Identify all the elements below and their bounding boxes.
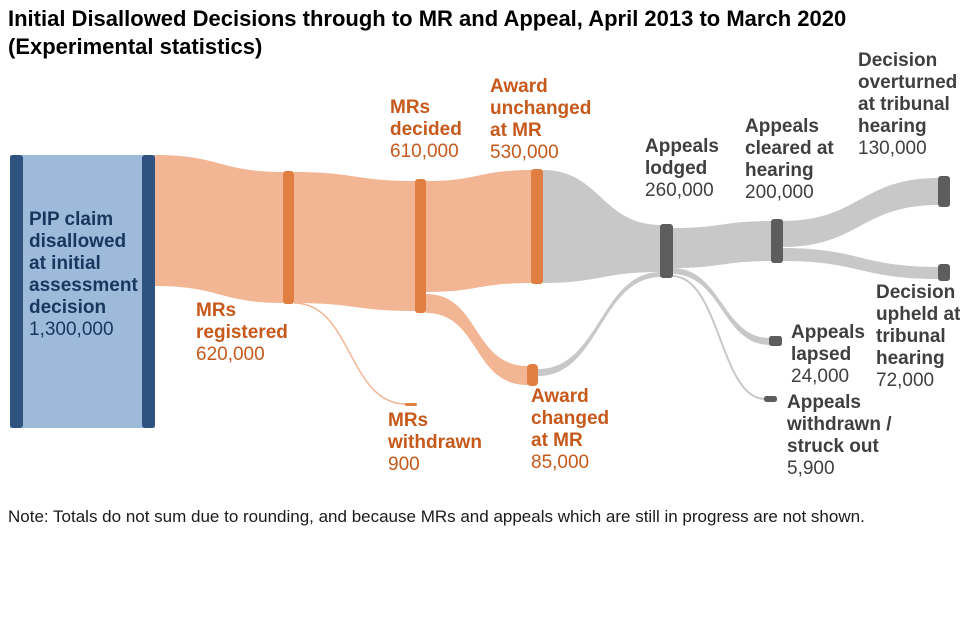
flow-appeals-cleared-to-decision-upheld: [782, 248, 939, 279]
label-value: 72,000: [876, 370, 935, 391]
label-line: Award: [531, 386, 589, 407]
flow-appeals-lodged-to-appeals-lapsed: [672, 268, 770, 345]
label-line: at tribunal: [858, 94, 950, 115]
label-line: decided: [390, 119, 462, 140]
label-line: withdrawn /: [787, 414, 892, 435]
label-line: disallowed: [29, 231, 127, 252]
flow-mrs-decided-to-award-unchanged: [426, 170, 532, 292]
label-appeals-lodged: Appeals lodged 260,000: [645, 136, 719, 202]
label-line: Decision: [858, 50, 938, 71]
label-line: tribunal: [876, 326, 946, 347]
label-line: unchanged: [490, 98, 592, 119]
label-value: 130,000: [858, 138, 927, 159]
label-line: Appeals: [787, 392, 861, 413]
label-line: changed: [531, 408, 610, 429]
label-value: 530,000: [490, 142, 559, 163]
decision-upheld-node-bar: [938, 264, 950, 281]
pip-node-fill: [10, 155, 155, 428]
label-value: 610,000: [390, 141, 459, 162]
label-award-unchanged: Award unchanged at MR 530,000: [490, 76, 591, 164]
pip-node-left-bar: [10, 155, 23, 428]
label-value: 5,900: [787, 458, 835, 479]
label-line: Appeals: [745, 116, 819, 137]
appeals-lapsed-node-bar: [769, 336, 782, 346]
flow-appeals-lodged-to-appeals-withdrawn: [671, 275, 766, 400]
label-line: withdrawn: [388, 432, 482, 453]
label-line: Decision: [876, 282, 956, 303]
award-changed-node-bar: [527, 364, 538, 386]
label-decision-upheld: Decision upheld at tribunal hearing 72,0…: [876, 282, 960, 392]
label-line: MRs: [388, 410, 429, 431]
label-line: hearing: [876, 348, 945, 369]
label-award-changed: Award changed at MR 85,000: [531, 386, 609, 474]
label-pip-claim: PIP claim disallowed at initial assessme…: [29, 209, 138, 341]
flow-mrs-decided-to-award-changed: [426, 294, 528, 385]
label-value: 24,000: [791, 366, 850, 387]
label-line: MRs: [196, 300, 237, 321]
label-line: at MR: [531, 430, 583, 451]
flow-award-changed-to-appeals-lodged: [538, 272, 661, 376]
chart-title-line2: (Experimental statistics): [8, 34, 263, 59]
appeals-lodged-node-bar: [660, 224, 673, 278]
flow-appeals-lodged-to-appeals-cleared: [672, 221, 772, 268]
label-value: 200,000: [745, 182, 814, 203]
chart-title: Initial Disallowed Decisions through to …: [8, 5, 952, 61]
label-value: 900: [388, 454, 420, 475]
label-line: registered: [196, 322, 288, 343]
appeals-withdrawn-node-bar: [764, 396, 777, 402]
mrs-withdrawn-node-bar: [405, 403, 417, 406]
label-line: Appeals: [645, 136, 719, 157]
label-line: upheld at: [876, 304, 960, 325]
label-line: MRs: [390, 97, 431, 118]
flow-mrs-registered-to-mrs-decided: [294, 172, 415, 311]
flow-appeals-cleared-to-decision-overturned: [782, 178, 939, 247]
appeals-cleared-node-bar: [771, 219, 783, 263]
label-line: overturned: [858, 72, 958, 93]
label-appeals-cleared: Appeals cleared at hearing 200,000: [745, 116, 834, 204]
decision-overturned-node-bar: [938, 176, 950, 207]
label-value: 85,000: [531, 452, 590, 473]
label-line: lodged: [645, 158, 708, 179]
label-mrs-withdrawn: MRs withdrawn 900: [388, 410, 482, 476]
label-value: 620,000: [196, 344, 265, 365]
label-decision-overturned: Decision overturned at tribunal hearing …: [858, 50, 957, 160]
mrs-decided-node-bar: [415, 179, 426, 313]
footnote: Note: Totals do not sum due to rounding,…: [8, 507, 865, 526]
label-value: 260,000: [645, 180, 714, 201]
label-line: decision: [29, 297, 107, 318]
label-mrs-registered: MRs registered 620,000: [196, 300, 288, 366]
label-appeals-withdrawn: Appeals withdrawn / struck out 5,900: [787, 392, 892, 480]
label-line: Award: [490, 76, 548, 97]
award-unchanged-node-bar: [531, 169, 543, 284]
label-line: at MR: [490, 120, 542, 141]
label-line: lapsed: [791, 344, 852, 365]
mrs-registered-node-bar: [283, 171, 294, 304]
flow-award-unchanged-to-appeals-lodged: [543, 170, 661, 283]
label-appeals-lapsed: Appeals lapsed 24,000: [791, 322, 865, 388]
label-line: hearing: [745, 160, 814, 181]
label-line: PIP claim: [29, 209, 114, 230]
label-line: at initial: [29, 253, 101, 274]
label-line: Appeals: [791, 322, 865, 343]
chart-title-line1: Initial Disallowed Decisions through to …: [8, 6, 847, 31]
flow-pip-to-mrs-registered: [155, 155, 283, 303]
label-line: cleared at: [745, 138, 834, 159]
label-value: 1,300,000: [29, 319, 114, 340]
flow-mrs-registered-to-mrs-withdrawn: [293, 302, 407, 405]
label-line: struck out: [787, 436, 879, 457]
label-line: assessment: [29, 275, 138, 296]
pip-node-right-bar: [142, 155, 155, 428]
label-mrs-decided: MRs decided 610,000: [390, 97, 462, 163]
label-line: hearing: [858, 116, 927, 137]
